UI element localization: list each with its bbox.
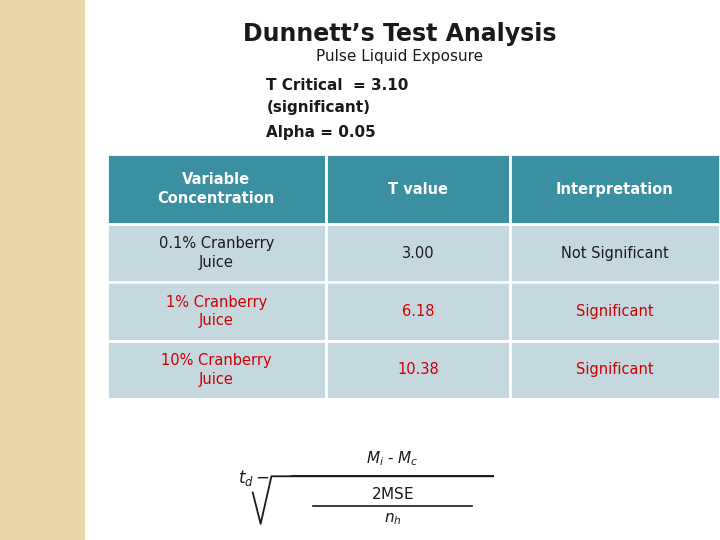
Bar (510, 341, 720, 399)
Bar (107, 154, 326, 224)
Bar (107, 224, 326, 282)
Text: Alpha = 0.05: Alpha = 0.05 (266, 125, 376, 140)
Bar (510, 154, 720, 224)
Text: (significant): (significant) (266, 100, 370, 115)
Text: Not Significant: Not Significant (561, 246, 669, 261)
Bar (510, 282, 720, 341)
Text: T value: T value (388, 181, 448, 197)
Text: $M_i$ - $M_c$: $M_i$ - $M_c$ (366, 450, 419, 468)
Bar (326, 341, 510, 399)
Bar (326, 154, 510, 224)
Text: 10% Cranberry
Juice: 10% Cranberry Juice (161, 353, 271, 387)
Text: Interpretation: Interpretation (556, 181, 674, 197)
Text: $n_h$: $n_h$ (384, 511, 401, 528)
Text: T Critical  = 3.10: T Critical = 3.10 (266, 78, 409, 93)
Text: $\mathregular{2MSE}$: $\mathregular{2MSE}$ (371, 486, 414, 502)
Bar (107, 341, 326, 399)
Text: $t_d-$: $t_d-$ (238, 468, 269, 488)
Text: 0.1% Cranberry
Juice: 0.1% Cranberry Juice (158, 237, 274, 270)
Bar (0, 0, 85, 540)
Text: Pulse Liquid Exposure: Pulse Liquid Exposure (316, 49, 483, 64)
Text: 10.38: 10.38 (397, 362, 438, 377)
Bar (326, 282, 510, 341)
Bar (326, 224, 510, 282)
Text: 3.00: 3.00 (402, 246, 434, 261)
Text: 6.18: 6.18 (402, 304, 434, 319)
Text: Variable
Concentration: Variable Concentration (158, 172, 275, 206)
Bar (107, 282, 326, 341)
Text: Significant: Significant (576, 304, 654, 319)
Text: 1% Cranberry
Juice: 1% Cranberry Juice (166, 295, 267, 328)
Text: Significant: Significant (576, 362, 654, 377)
Text: Dunnett’s Test Analysis: Dunnett’s Test Analysis (243, 22, 557, 45)
Bar (510, 224, 720, 282)
